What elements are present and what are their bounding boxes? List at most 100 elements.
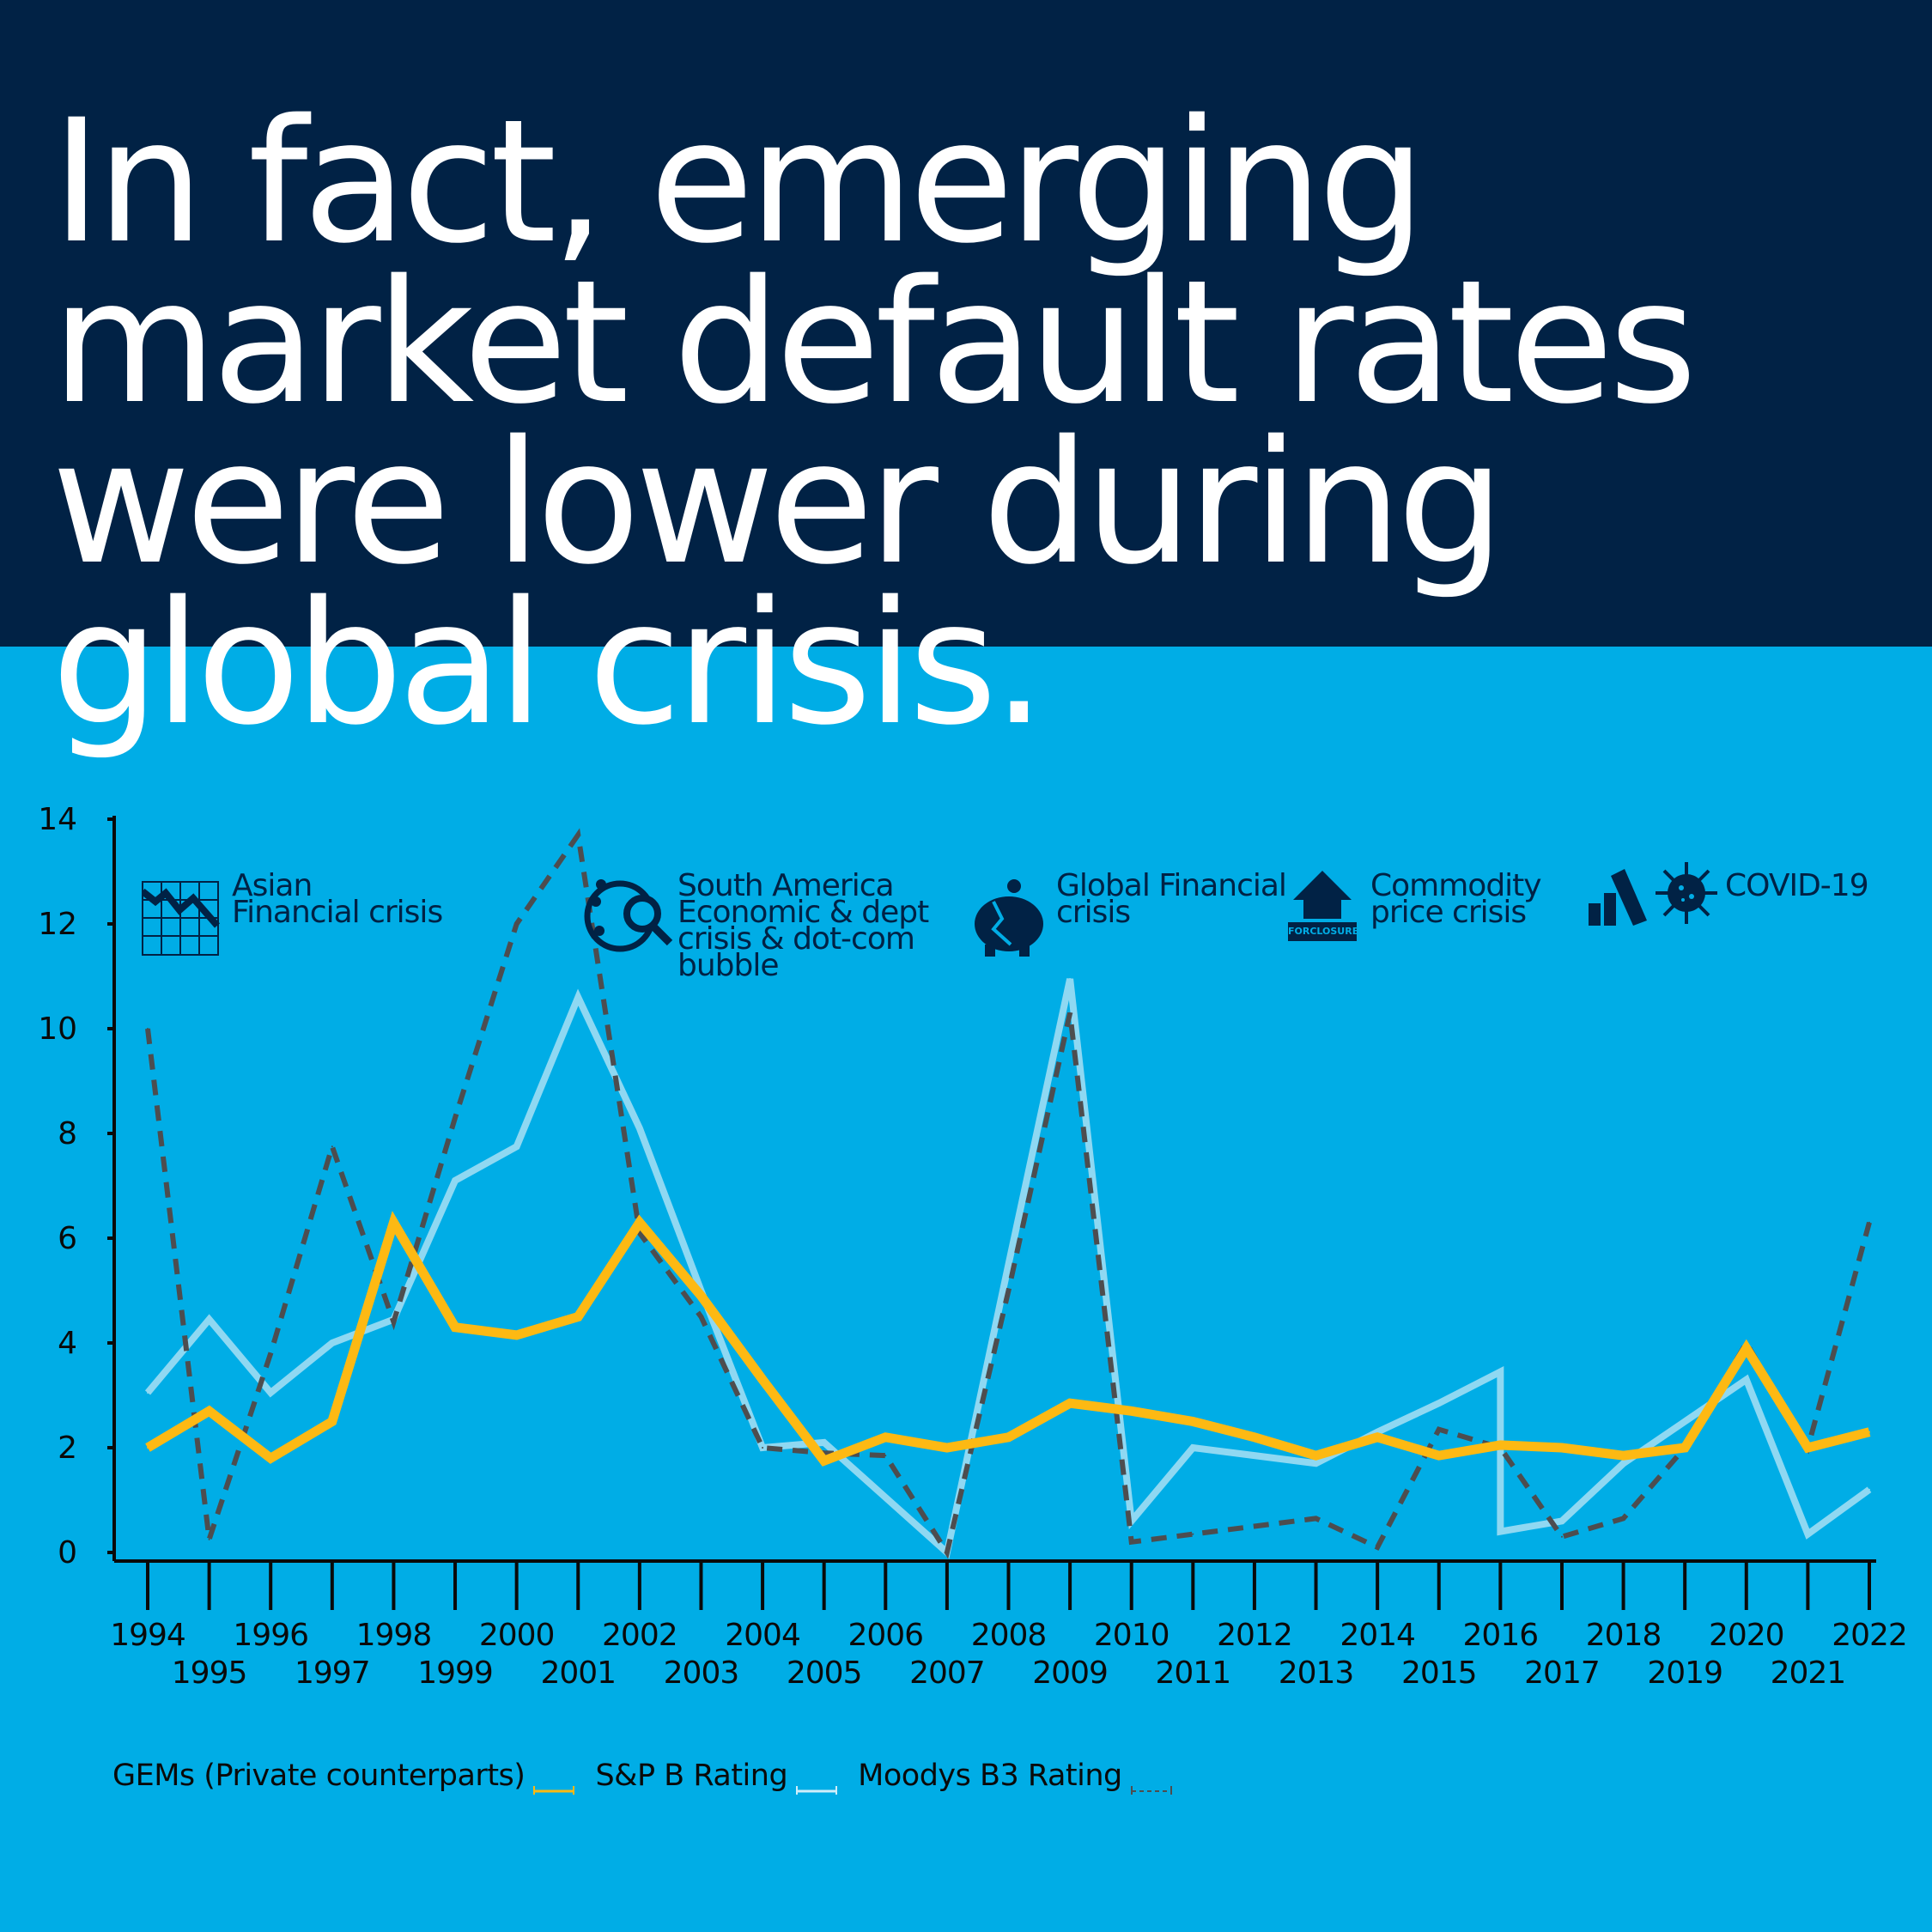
annotation-label: Commodity price crisis: [1370, 868, 1542, 930]
data-point-sp: [208, 1318, 210, 1321]
data-point-gems: [577, 1315, 580, 1318]
data-point-moodys: [762, 1447, 764, 1449]
data-point-sp: [1499, 1370, 1502, 1373]
data-point-gems: [884, 1436, 887, 1438]
legend-swatch-sp: [796, 1770, 838, 1795]
data-point-sp: [515, 1145, 518, 1148]
data-point-sp: [1560, 1520, 1563, 1522]
y-tick-label: 14: [38, 802, 77, 837]
x-tick-label: 2019: [1647, 1656, 1722, 1691]
data-point-gems: [1745, 1347, 1747, 1350]
data-point-moodys: [638, 1231, 641, 1234]
broken-piggy-bank-icon: [975, 879, 1043, 957]
x-tick-label: 2008: [971, 1618, 1047, 1653]
data-point-moodys: [1437, 1428, 1440, 1431]
series-line-sp: [144, 978, 1872, 1559]
annotation-label: South America Economic & dept crisis & d…: [677, 868, 929, 983]
legend-label-sp: S&P B Rating: [595, 1759, 788, 1793]
data-point-moodys: [392, 1321, 395, 1323]
data-point-moodys: [1069, 1012, 1072, 1014]
y-tick-label: 10: [38, 1012, 77, 1047]
annotation-asian-crisis: Asian Financial crisis: [232, 871, 443, 928]
house-foreclosure-icon: FORCLOSURE: [1288, 869, 1358, 941]
data-point-sp: [1192, 1447, 1194, 1449]
x-tick-label: 2020: [1709, 1618, 1784, 1653]
x-tick-label: 1996: [233, 1618, 308, 1653]
x-tick-label: 2014: [1340, 1618, 1415, 1653]
y-tick-label: 12: [38, 907, 77, 942]
annotation-covid-19: COVID-19: [1725, 871, 1869, 902]
x-tick-label: 2010: [1094, 1618, 1170, 1653]
data-point-gems: [700, 1295, 702, 1297]
data-point-gems: [1376, 1436, 1379, 1438]
data-point-sp: [1437, 1402, 1440, 1405]
data-point-moodys: [1376, 1546, 1379, 1548]
x-tick-label: 2018: [1586, 1618, 1662, 1653]
data-point-sp: [1376, 1431, 1379, 1433]
legend-swatch-moodys: [1130, 1770, 1172, 1795]
legend-label-gems: GEMs (Private counterparts): [112, 1759, 526, 1793]
x-tick-label: 2017: [1524, 1656, 1600, 1691]
x-tick-label: 2016: [1463, 1618, 1539, 1653]
data-point-sp: [1499, 1530, 1502, 1533]
data-point-moodys: [577, 834, 580, 836]
x-tick-label: 2013: [1279, 1656, 1354, 1691]
data-point-sp: [884, 1496, 887, 1498]
x-tick-label: 2022: [1832, 1618, 1907, 1653]
annotation-global-financial-crisis: Global Financial crisis: [1056, 871, 1287, 928]
x-tick-label: 2006: [848, 1618, 923, 1653]
data-point-gems: [1192, 1420, 1194, 1423]
data-point-gems: [331, 1420, 333, 1423]
annotation-south-america-crisis: South America Economic & dept crisis & d…: [677, 871, 929, 981]
data-point-sp: [638, 1127, 641, 1129]
x-tick-label: 2002: [602, 1618, 677, 1653]
data-point-gems: [1684, 1447, 1686, 1449]
data-point-sp: [577, 996, 580, 999]
data-point-sp: [147, 1391, 149, 1394]
x-tick-label: 2004: [725, 1618, 800, 1653]
virus-declining-bars-icon: [1589, 862, 1717, 926]
x-tick-label: 1998: [356, 1618, 432, 1653]
data-point-gems: [638, 1221, 641, 1224]
data-point-gems: [1437, 1455, 1440, 1457]
data-point-moodys: [270, 1352, 272, 1355]
data-point-gems: [1253, 1436, 1255, 1438]
data-point-moodys: [331, 1145, 333, 1148]
data-point-moodys: [1315, 1517, 1317, 1520]
data-point-gems: [208, 1410, 210, 1413]
page-title: In fact, emerging market default rates w…: [52, 82, 1698, 762]
data-point-gems: [270, 1457, 272, 1460]
data-point-moodys: [454, 1116, 457, 1119]
data-point-gems: [1069, 1402, 1072, 1405]
x-tick-label: 2007: [909, 1656, 985, 1691]
data-point-gems: [823, 1460, 825, 1462]
data-point-gems: [454, 1326, 457, 1328]
annotation-label: Global Financial crisis: [1056, 868, 1287, 930]
x-tick-label: 2005: [787, 1656, 862, 1691]
data-point-sp: [270, 1391, 272, 1394]
data-point-moodys: [208, 1538, 210, 1540]
data-point-gems: [945, 1447, 948, 1449]
data-point-gems: [1868, 1431, 1870, 1433]
legend-swatch-gems: [533, 1770, 575, 1795]
y-tick-label: 4: [58, 1326, 77, 1361]
data-point-gems: [1807, 1447, 1809, 1449]
data-point-moodys: [1130, 1540, 1133, 1543]
data-point-sp: [1622, 1462, 1625, 1465]
data-point-sp: [1807, 1533, 1809, 1535]
y-tick-label: 2: [58, 1431, 77, 1466]
data-point-sp: [1069, 978, 1072, 981]
x-tick-label: 2012: [1217, 1618, 1292, 1653]
x-tick-label: 1999: [417, 1656, 493, 1691]
data-point-moodys: [1622, 1517, 1625, 1520]
data-point-moodys: [1192, 1533, 1194, 1535]
y-tick-label: 0: [58, 1535, 77, 1571]
data-point-moodys: [147, 1028, 149, 1030]
data-point-moodys: [884, 1455, 887, 1457]
data-point-moodys: [1868, 1221, 1870, 1224]
data-point-gems: [1007, 1436, 1010, 1438]
foreclosure-sign-text: FORCLOSURE: [1288, 922, 1358, 941]
data-point-sp: [1253, 1455, 1255, 1457]
data-point-sp: [1868, 1488, 1870, 1491]
